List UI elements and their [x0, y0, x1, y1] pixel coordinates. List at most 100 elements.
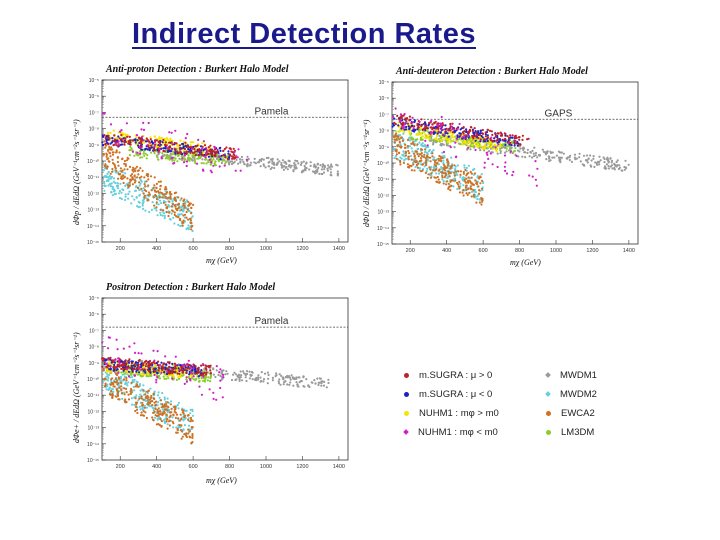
data-point	[200, 151, 203, 154]
data-point	[193, 158, 196, 161]
data-point	[182, 202, 186, 205]
data-point	[173, 197, 177, 200]
data-point	[221, 370, 224, 373]
data-point	[449, 165, 452, 169]
data-point	[183, 206, 186, 209]
data-point	[123, 399, 127, 402]
data-point	[508, 136, 511, 139]
data-point	[440, 115, 443, 119]
data-point	[316, 163, 319, 166]
data-point	[238, 379, 241, 382]
data-point	[456, 187, 459, 190]
data-point	[470, 126, 473, 129]
data-point	[465, 134, 468, 137]
data-point	[228, 147, 231, 150]
data-point	[119, 130, 122, 133]
data-point	[104, 382, 107, 385]
data-point	[179, 429, 183, 432]
data-point	[111, 167, 114, 171]
data-point	[186, 367, 189, 370]
data-point	[116, 160, 119, 164]
data-point	[163, 418, 166, 421]
data-point	[127, 366, 130, 369]
data-point	[314, 169, 317, 172]
data-point	[335, 163, 338, 166]
data-point	[161, 141, 164, 144]
data-point	[129, 148, 132, 152]
data-point	[262, 158, 265, 161]
data-point	[483, 147, 486, 150]
data-point	[172, 216, 175, 219]
data-point	[447, 187, 450, 190]
positron-panel: Positron Detection : Burkert Halo Model …	[70, 278, 360, 490]
data-point	[439, 159, 443, 162]
data-point	[201, 158, 204, 161]
y-tick-label: 10⁻¹²	[87, 191, 99, 197]
data-point	[401, 137, 405, 141]
data-point	[167, 406, 170, 409]
data-point	[475, 201, 478, 204]
data-point	[562, 152, 565, 155]
data-point	[467, 138, 470, 141]
data-point	[518, 136, 521, 139]
data-point	[301, 169, 304, 172]
data-point	[230, 155, 234, 158]
data-point	[503, 165, 506, 168]
data-point	[200, 364, 203, 367]
data-point	[263, 372, 267, 375]
data-point	[233, 151, 236, 154]
data-point	[107, 148, 110, 151]
data-point	[102, 169, 105, 172]
data-point	[159, 208, 162, 211]
data-point	[189, 144, 192, 147]
data-point	[117, 359, 120, 362]
data-point	[163, 371, 166, 374]
data-point	[118, 386, 121, 389]
data-point	[155, 186, 158, 190]
data-point	[175, 378, 178, 381]
data-point	[516, 144, 519, 147]
data-point	[157, 391, 160, 394]
data-point	[408, 132, 411, 135]
data-point	[429, 176, 433, 179]
data-point	[176, 403, 179, 407]
data-point	[174, 207, 178, 210]
antideuteron-title: Anti-deuteron Detection : Burkert Halo M…	[396, 66, 588, 77]
data-point	[153, 184, 156, 187]
data-point	[295, 167, 298, 170]
data-point	[327, 164, 330, 167]
data-point	[427, 173, 430, 176]
data-point	[143, 360, 147, 363]
data-point	[182, 140, 185, 143]
data-point	[165, 403, 168, 406]
data-point	[142, 389, 145, 392]
data-point	[404, 151, 408, 154]
data-point	[320, 382, 323, 385]
data-point	[174, 157, 177, 160]
data-point	[121, 140, 124, 143]
data-point	[157, 407, 160, 410]
data-point	[129, 178, 133, 181]
legend-swatch	[404, 391, 409, 397]
data-point	[135, 370, 138, 373]
data-point	[173, 406, 176, 409]
data-point	[327, 378, 330, 381]
data-point	[320, 172, 323, 176]
data-point	[215, 153, 218, 156]
data-point	[107, 376, 110, 380]
data-point	[162, 201, 165, 204]
data-point	[145, 416, 148, 420]
data-point	[168, 145, 171, 148]
data-point	[154, 139, 157, 142]
data-point	[408, 119, 411, 122]
data-point	[126, 368, 129, 371]
data-point	[244, 374, 247, 377]
legend-item: MWDM2	[545, 389, 597, 400]
data-point	[168, 416, 171, 419]
data-point	[602, 156, 605, 159]
data-point	[142, 414, 146, 417]
data-point	[276, 158, 279, 161]
data-point	[142, 384, 145, 387]
data-point	[598, 155, 601, 158]
data-point	[549, 151, 553, 155]
